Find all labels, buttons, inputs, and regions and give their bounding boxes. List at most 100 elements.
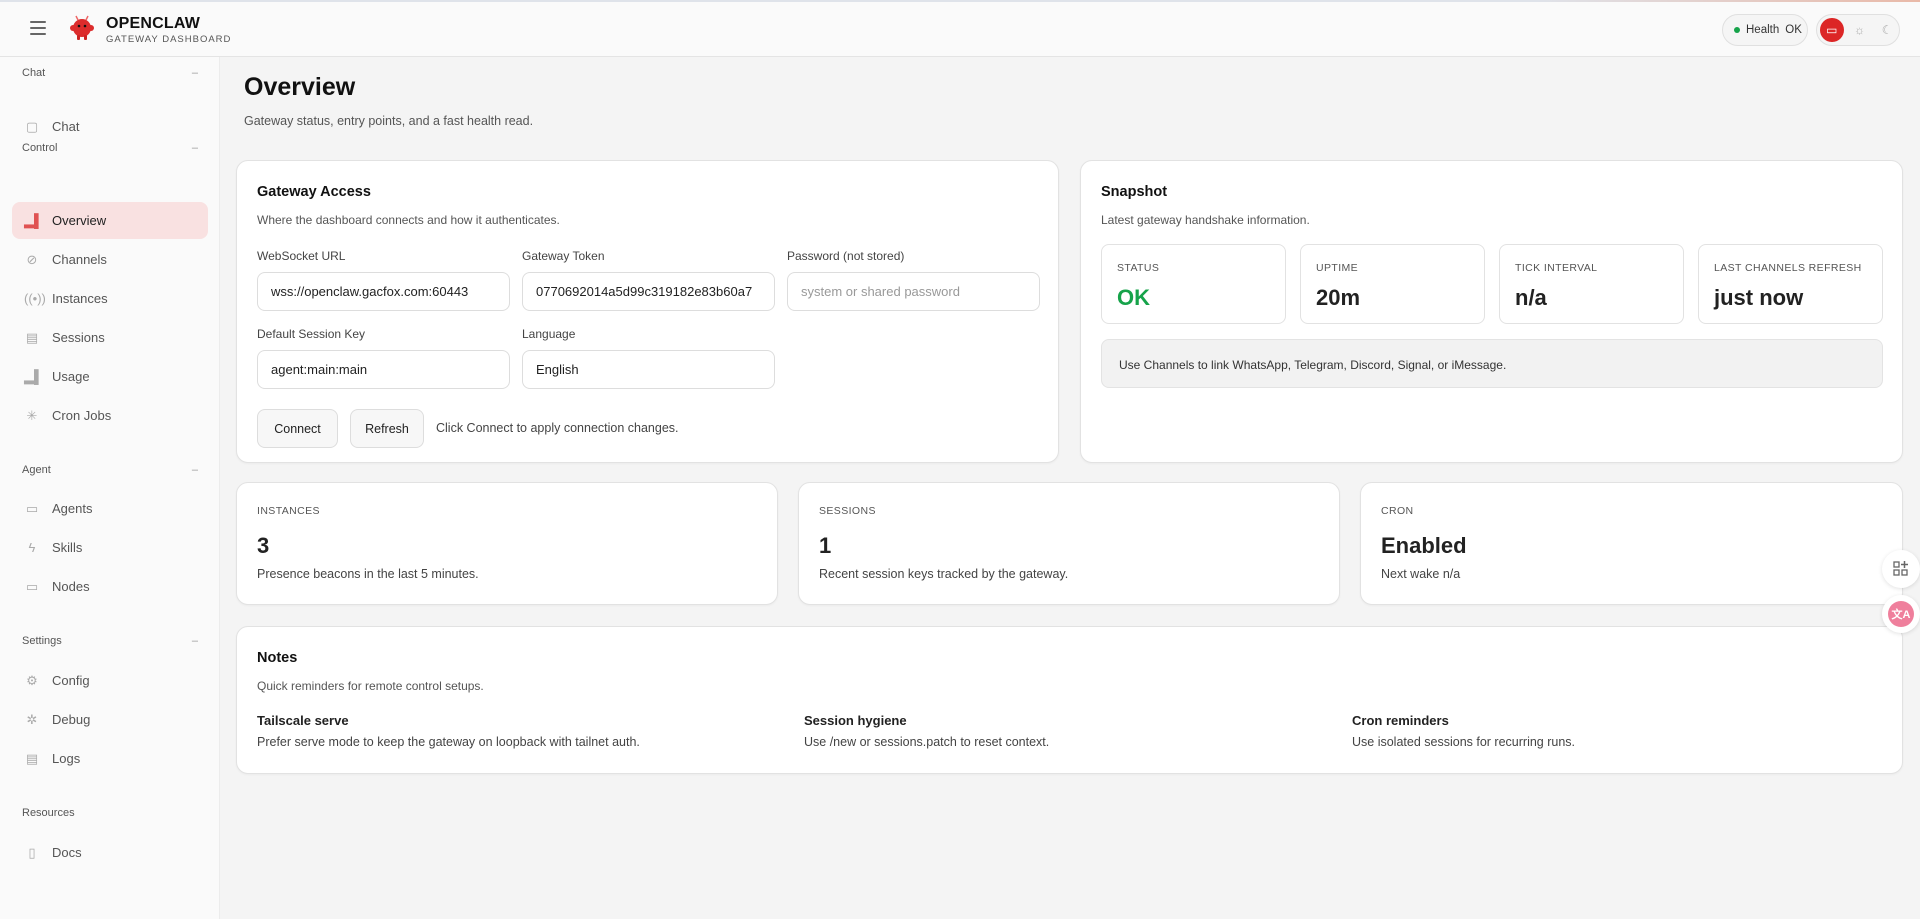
chat-bubble-icon: ▢ xyxy=(25,118,39,134)
sidebar-item-label: Logs xyxy=(52,751,81,766)
sidebar-item-label: Nodes xyxy=(52,579,90,594)
sidebar-item-sessions[interactable]: ▤ Sessions xyxy=(12,319,208,356)
group-label: Resources xyxy=(22,807,75,819)
websocket-url-label: WebSocket URL xyxy=(257,249,346,263)
bolt-icon: ϟ xyxy=(28,540,36,555)
metric-description: Recent session keys tracked by the gatew… xyxy=(819,567,1069,581)
collapse-icon[interactable]: – xyxy=(191,142,198,154)
bug-icon: ✲ xyxy=(26,711,38,727)
metric-card-instances: INSTANCES 3 Presence beacons in the last… xyxy=(236,482,778,605)
group-label: Chat xyxy=(22,67,46,79)
brand-subtitle: GATEWAY DASHBOARD xyxy=(106,34,232,45)
connect-button[interactable]: Connect xyxy=(257,409,338,448)
theme-switcher: ▭ ☼ ☾ xyxy=(1816,14,1900,46)
translate-icon: 文A xyxy=(1888,601,1914,627)
light-theme-sun-icon[interactable]: ☼ xyxy=(1854,23,1865,37)
note-description: Prefer serve mode to keep the gateway on… xyxy=(257,735,640,749)
sidebar-item-label: Overview xyxy=(52,213,107,228)
health-status-dot xyxy=(1734,27,1740,33)
note-title: Session hygiene xyxy=(804,713,907,728)
sidebar-item-skills[interactable]: ϟ Skills xyxy=(12,529,208,566)
gear-icon: ⚙ xyxy=(26,672,38,688)
sidebar-item-logs[interactable]: ▤ Logs xyxy=(12,740,208,777)
sidebar-group-settings[interactable]: Settings – xyxy=(22,635,198,647)
sidebar-item-agents[interactable]: ▭ Agents xyxy=(12,490,208,527)
health-value: OK xyxy=(1785,24,1802,36)
session-key-input[interactable] xyxy=(257,350,510,389)
sidebar-item-label: Instances xyxy=(52,291,108,306)
collapse-icon[interactable]: – xyxy=(191,635,198,647)
translate-float-button[interactable]: 文A xyxy=(1882,595,1920,633)
page-subtitle: Gateway status, entry points, and a fast… xyxy=(244,114,534,128)
sidebar-group-control[interactable]: Control – xyxy=(22,142,198,154)
card-title: Snapshot xyxy=(1101,184,1168,200)
sidebar-item-instances[interactable]: ((•)) Instances xyxy=(12,280,208,317)
group-label: Agent xyxy=(22,464,51,476)
collapse-icon[interactable]: – xyxy=(191,67,198,79)
sidebar-item-label: Docs xyxy=(52,845,82,860)
stat-tick-interval: TICK INTERVAL n/a xyxy=(1499,244,1684,324)
sidebar-item-channels[interactable]: ⊘ Channels xyxy=(12,241,208,278)
folder-icon: ▭ xyxy=(25,500,39,516)
loader-icon: ✳ xyxy=(26,407,38,423)
metric-value: 1 xyxy=(819,533,832,558)
brand-title: OPENCLAW xyxy=(106,15,201,32)
system-theme-monitor-icon[interactable]: ▭ xyxy=(1820,18,1844,42)
note-title: Tailscale serve xyxy=(257,713,349,728)
sidebar-item-label: Sessions xyxy=(52,330,105,345)
sidebar-item-chat[interactable]: ▢ Chat xyxy=(12,108,208,145)
password-input[interactable] xyxy=(787,272,1040,311)
metric-label: CRON xyxy=(1381,505,1414,517)
sidebar-item-overview[interactable]: ▂▌ Overview xyxy=(12,202,208,239)
stat-status: STATUS OK xyxy=(1101,244,1286,324)
websocket-url-input[interactable] xyxy=(257,272,510,311)
sidebar-item-usage[interactable]: ▂▌ Usage xyxy=(12,358,208,395)
stat-last-channels-refresh: LAST CHANNELS REFRESH just now xyxy=(1698,244,1883,324)
session-key-label: Default Session Key xyxy=(257,327,366,341)
group-label: Settings xyxy=(22,635,62,647)
card-subtitle: Where the dashboard connects and how it … xyxy=(257,213,560,227)
sidebar-item-label: Channels xyxy=(52,252,107,267)
metric-value: Enabled xyxy=(1381,533,1467,558)
broadcast-icon: ((•)) xyxy=(24,291,46,306)
card-subtitle: Latest gateway handshake information. xyxy=(1101,213,1310,227)
scroll-icon: ▤ xyxy=(25,750,39,766)
gateway-token-input[interactable] xyxy=(522,272,775,311)
bar-chart-icon: ▂▌ xyxy=(24,212,44,228)
collapse-icon[interactable]: – xyxy=(191,464,198,476)
sidebar-item-label: Skills xyxy=(52,540,83,555)
language-select[interactable] xyxy=(522,350,775,389)
sidebar-item-label: Usage xyxy=(52,369,90,384)
bar-chart-icon: ▂▌ xyxy=(24,368,44,384)
sidebar-item-label: Debug xyxy=(52,712,91,727)
stat-label: LAST CHANNELS REFRESH xyxy=(1714,262,1862,274)
metric-description: Next wake n/a xyxy=(1381,567,1461,581)
stat-label: TICK INTERVAL xyxy=(1515,262,1598,274)
dark-theme-moon-icon[interactable]: ☾ xyxy=(1881,23,1893,37)
sidebar-item-docs[interactable]: ▯ Docs xyxy=(12,834,208,871)
sidebar-item-config[interactable]: ⚙ Config xyxy=(12,662,208,699)
note-title: Cron reminders xyxy=(1352,713,1449,728)
menu-toggle-icon[interactable] xyxy=(30,21,46,35)
health-badge[interactable]: Health OK xyxy=(1722,14,1808,46)
sidebar-item-label: Config xyxy=(52,673,90,688)
sidebar-group-agent[interactable]: Agent – xyxy=(22,464,198,476)
password-label: Password (not stored) xyxy=(787,249,905,263)
stat-value: OK xyxy=(1117,285,1150,310)
monitor-icon: ▭ xyxy=(25,578,39,594)
sidebar-item-debug[interactable]: ✲ Debug xyxy=(12,701,208,738)
language-label: Language xyxy=(522,327,576,341)
sidebar-group-chat[interactable]: Chat – xyxy=(22,67,198,79)
note-description: Use isolated sessions for recurring runs… xyxy=(1352,735,1576,749)
sidebar-item-nodes[interactable]: ▭ Nodes xyxy=(12,568,208,605)
sidebar-item-label: Cron Jobs xyxy=(52,408,112,423)
card-title: Notes xyxy=(257,650,298,666)
top-accent-line xyxy=(0,0,1920,2)
sidebar-item-cron-jobs[interactable]: ✳ Cron Jobs xyxy=(12,397,208,434)
stat-value: n/a xyxy=(1515,285,1547,310)
apps-plus-icon xyxy=(1893,561,1908,576)
sidebar-item-label: Agents xyxy=(52,501,93,516)
top-bar: OPENCLAW GATEWAY DASHBOARD Health OK ▭ ☼… xyxy=(0,2,1920,57)
refresh-button[interactable]: Refresh xyxy=(350,409,424,448)
apps-add-float-button[interactable] xyxy=(1882,550,1920,588)
